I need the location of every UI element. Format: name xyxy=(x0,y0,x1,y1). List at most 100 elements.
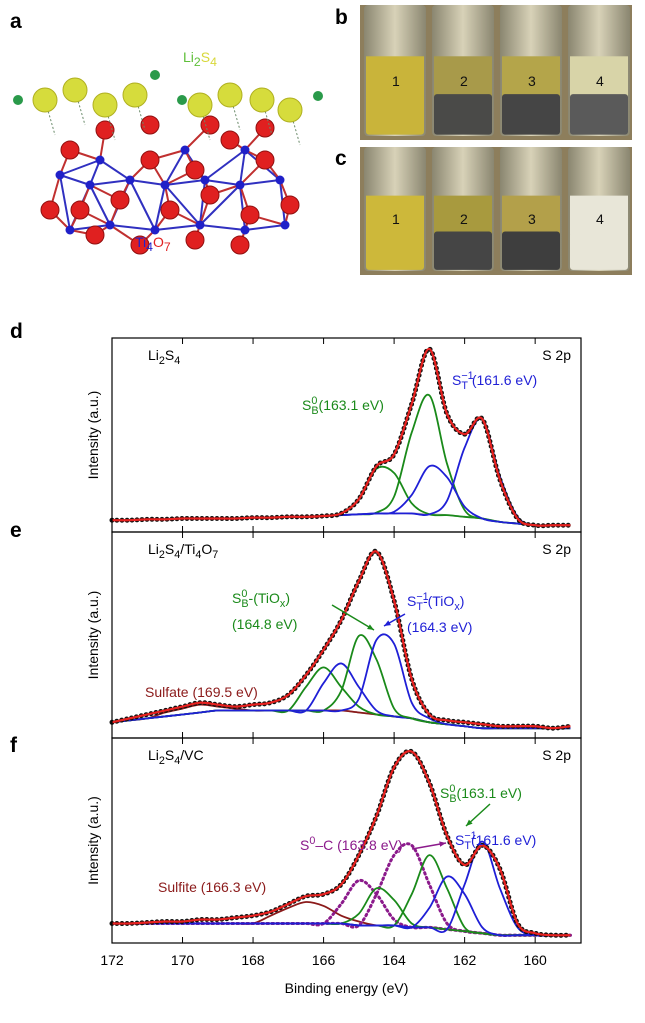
text-segment: B xyxy=(311,405,318,417)
region-label: S 2p xyxy=(542,541,571,557)
ti-atom xyxy=(96,156,105,165)
bond xyxy=(155,225,200,230)
text-segment: 7 xyxy=(212,549,218,561)
x-tick-label: 164 xyxy=(382,952,406,968)
text-segment: Ti xyxy=(135,234,146,250)
ti-atom xyxy=(276,176,285,185)
li-atom xyxy=(150,70,160,80)
panel-label: c xyxy=(335,147,347,170)
text-segment: (163.1 eV) xyxy=(319,397,384,413)
figure: Li2S4Ti4O712341234abcdefLi2S4S 2pIntensi… xyxy=(0,0,645,1023)
s-atom xyxy=(123,83,147,107)
x-tick-label: 170 xyxy=(171,952,195,968)
x-tick-label: 172 xyxy=(100,952,124,968)
o-atom xyxy=(111,191,129,209)
ti-atom xyxy=(236,181,245,190)
text-segment: (164.8 eV) xyxy=(232,616,297,632)
ti-atom xyxy=(281,221,290,230)
text-segment: (163.1 eV) xyxy=(457,785,522,801)
text-segment: S xyxy=(302,397,311,413)
panel-label: b xyxy=(335,6,348,29)
component-line xyxy=(112,418,570,526)
fit-line xyxy=(112,551,570,728)
text-segment: S xyxy=(407,593,416,609)
ti-atom xyxy=(86,181,95,190)
o-atom xyxy=(201,116,219,134)
bond xyxy=(90,180,130,185)
text-segment: ) xyxy=(460,593,465,609)
vial-number: 1 xyxy=(392,73,400,89)
li-atom xyxy=(177,95,187,105)
liquid xyxy=(366,231,424,269)
text-segment: Li xyxy=(148,347,159,363)
text-segment: S xyxy=(201,49,210,65)
bond xyxy=(100,160,130,180)
s-atom xyxy=(278,98,302,122)
text-segment: S xyxy=(165,347,174,363)
panel-label: e xyxy=(10,519,22,542)
o-atom xyxy=(241,206,259,224)
o-atom xyxy=(201,186,219,204)
bond xyxy=(205,180,240,185)
vial-number: 3 xyxy=(528,211,536,227)
text-segment: Li xyxy=(148,747,159,763)
o-atom xyxy=(41,201,59,219)
region-label: S 2p xyxy=(542,347,571,363)
text-segment: S xyxy=(455,832,464,848)
ti-atom xyxy=(196,221,205,230)
text-segment: S xyxy=(452,372,461,388)
o-atom xyxy=(186,231,204,249)
panel-label: a xyxy=(10,10,22,33)
x-tick-label: 168 xyxy=(241,952,265,968)
panel-label: d xyxy=(10,320,23,343)
bond xyxy=(130,180,155,230)
text-segment: 7 xyxy=(164,240,171,254)
text-segment: O xyxy=(153,234,164,250)
ti-atom xyxy=(126,176,135,185)
text-segment: S xyxy=(300,837,309,853)
ti-atom xyxy=(241,146,250,155)
text-segment: S xyxy=(232,590,241,606)
bond xyxy=(245,225,285,230)
vial-number: 4 xyxy=(596,73,604,89)
o-atom xyxy=(86,226,104,244)
y-axis-label: Intensity (a.u.) xyxy=(85,591,101,680)
annotation: S0B(163.1 eV) xyxy=(440,783,522,805)
y-axis-label: Intensity (a.u.) xyxy=(85,796,101,885)
o-atom xyxy=(96,121,114,139)
text-segment: Sulfite (166.3 eV) xyxy=(158,879,266,895)
bond xyxy=(205,150,245,180)
ti-atom xyxy=(161,181,170,190)
bond xyxy=(60,175,90,185)
bond xyxy=(240,180,280,185)
annotation: Sulfate (169.5 eV) xyxy=(145,684,258,700)
annotation: S0–C (163.8 eV) xyxy=(300,835,403,853)
text-segment: B xyxy=(241,598,248,610)
x-tick-label: 160 xyxy=(523,952,547,968)
liquid xyxy=(434,94,492,135)
component-line xyxy=(112,634,570,728)
liquid xyxy=(570,231,628,269)
text-segment: –C (163.8 eV) xyxy=(315,837,402,853)
vial-number: 2 xyxy=(460,211,468,227)
vial-number: 4 xyxy=(596,211,604,227)
text-segment: S xyxy=(165,541,174,557)
text-segment: /VC xyxy=(180,747,203,763)
text-segment: S xyxy=(440,785,449,801)
annotation: (164.3 eV) xyxy=(407,619,472,635)
annotation: (164.8 eV) xyxy=(232,616,297,632)
text-segment: 4 xyxy=(174,355,180,367)
annotation: Sulfite (166.3 eV) xyxy=(158,879,266,895)
text-segment: Li xyxy=(148,541,159,557)
x-tick-label: 166 xyxy=(312,952,336,968)
li-atom xyxy=(13,95,23,105)
ti-atom xyxy=(181,146,190,155)
component-line xyxy=(112,902,570,935)
ti-atom xyxy=(66,226,75,235)
o-atom xyxy=(221,131,239,149)
vial-number: 2 xyxy=(460,73,468,89)
bond xyxy=(200,225,245,230)
